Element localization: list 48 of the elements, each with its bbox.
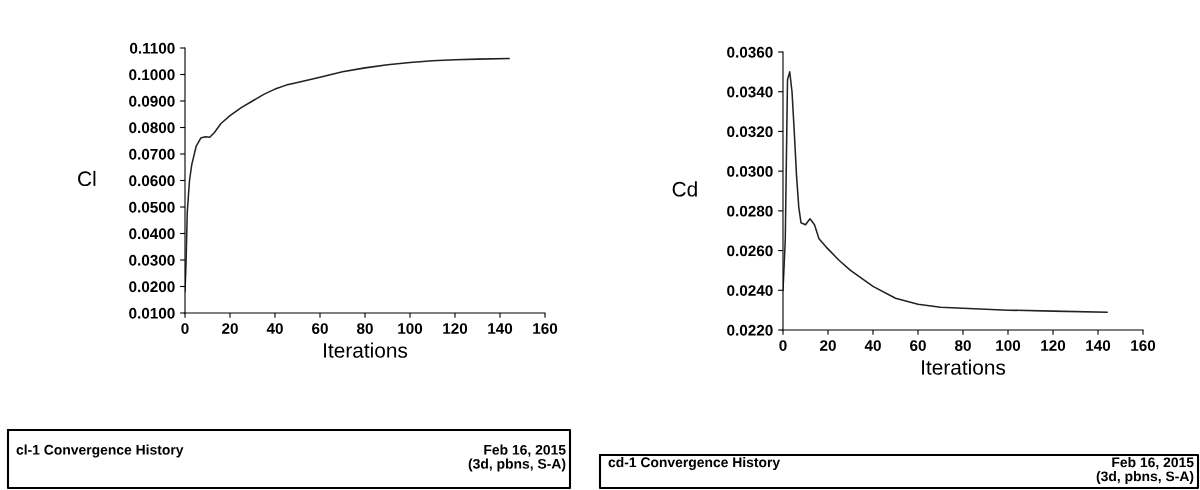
y-tick-label: 0.0220 (727, 324, 773, 336)
x-tick-label: 80 (356, 323, 373, 334)
x-tick-label: 140 (488, 323, 513, 334)
x-tick-label: 140 (1086, 340, 1111, 351)
y-tick-label: 0.0200 (129, 281, 175, 293)
x-tick-label: 60 (312, 323, 328, 334)
x-tick-label: 20 (820, 340, 836, 351)
y-tick-label: 0.0900 (129, 95, 175, 107)
y-tick-label: 0.0700 (129, 148, 175, 160)
x-tick-label: 20 (222, 323, 238, 334)
text: (3d, pbns, S-A) (468, 458, 566, 472)
x-tick-label: 100 (996, 340, 1021, 351)
y-tick-label: 0.0340 (727, 86, 773, 98)
y-axis-title: Cd (672, 181, 697, 197)
line-series (783, 71, 1108, 313)
text: Feb 16, 2015 (484, 444, 566, 457)
x-tick-label: 160 (1131, 340, 1156, 351)
x-tick-label: 100 (398, 323, 423, 334)
y-tick-label: 0.0260 (727, 245, 773, 257)
y-axis-title: Cl (78, 170, 96, 187)
x-tick-label: 160 (533, 323, 558, 334)
y-tick-label: 0.0320 (727, 126, 773, 138)
y-tick-label: 0.0360 (727, 46, 773, 58)
text: (3d, pbns, S-A) (1096, 471, 1194, 484)
x-axis-title: Iterations (922, 359, 1006, 375)
text: cd-1 Convergence History (608, 457, 781, 470)
y-tick-label: 0.0280 (727, 205, 773, 217)
y-tick-label: 0.0240 (727, 285, 773, 296)
x-tick-label: 80 (954, 340, 971, 351)
x-tick-label: 120 (1041, 340, 1066, 351)
y-tick-label: 0.0100 (129, 307, 175, 319)
x-axis-title: Iterations (324, 342, 408, 358)
x-tick-label: 40 (864, 340, 881, 351)
y-tick-label: 0.0300 (129, 254, 175, 266)
y-tick-label: 0.0400 (129, 228, 175, 240)
x-tick-label: 60 (910, 340, 926, 351)
text: cl-1 Convergence History (16, 444, 184, 458)
text: Feb 16, 2015 (1112, 457, 1194, 470)
y-tick-label: 0.0500 (129, 201, 175, 213)
x-tick-label: 120 (443, 323, 468, 334)
x-tick-label: 0 (779, 340, 787, 351)
y-tick-label: 0.1100 (130, 42, 175, 54)
x-tick-label: 40 (266, 323, 283, 334)
y-tick-label: 0.1000 (129, 69, 175, 81)
y-tick-label: 0.0600 (129, 175, 175, 187)
x-tick-label: 0 (181, 323, 189, 334)
y-tick-label: 0.0800 (129, 122, 175, 134)
y-tick-label: 0.0300 (727, 166, 773, 177)
